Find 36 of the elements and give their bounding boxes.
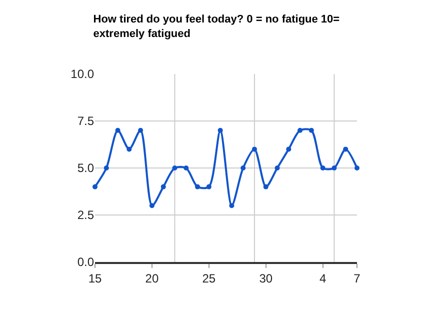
y-tick-label: 0.0 [77, 255, 94, 270]
point [263, 184, 268, 190]
point [104, 166, 109, 170]
point [343, 146, 348, 152]
x-tick-label: 30 [259, 271, 273, 286]
point [320, 166, 326, 170]
point [332, 166, 337, 170]
x-tick-label: 15 [88, 271, 102, 286]
x-tick-label: 25 [202, 271, 216, 286]
point [308, 128, 314, 133]
point [149, 203, 154, 208]
point [229, 203, 234, 208]
point [126, 146, 132, 152]
point [252, 146, 257, 152]
y-tick-label: 5.0 [77, 161, 94, 176]
point [206, 184, 212, 190]
x-tick-label: 7 [354, 271, 361, 286]
point [172, 166, 178, 170]
point [240, 166, 246, 170]
point [274, 166, 280, 170]
y-tick-label: 2.5 [77, 208, 94, 222]
chart-title: How tired do you feel today? 0 = no fatigue 10= extremely fatigued [93, 14, 340, 40]
point [286, 146, 292, 152]
x-tick-label: 4 [319, 271, 326, 286]
point [298, 128, 303, 133]
x-tick-label: 20 [145, 271, 159, 286]
point [354, 166, 360, 170]
point [160, 184, 166, 190]
y-tick-label: 10.0 [70, 67, 94, 82]
y-tick-label: 7.5 [77, 114, 94, 128]
point [195, 184, 200, 190]
point [92, 184, 98, 190]
point [218, 128, 223, 133]
point [138, 128, 144, 133]
point [115, 128, 120, 133]
point [184, 166, 189, 170]
